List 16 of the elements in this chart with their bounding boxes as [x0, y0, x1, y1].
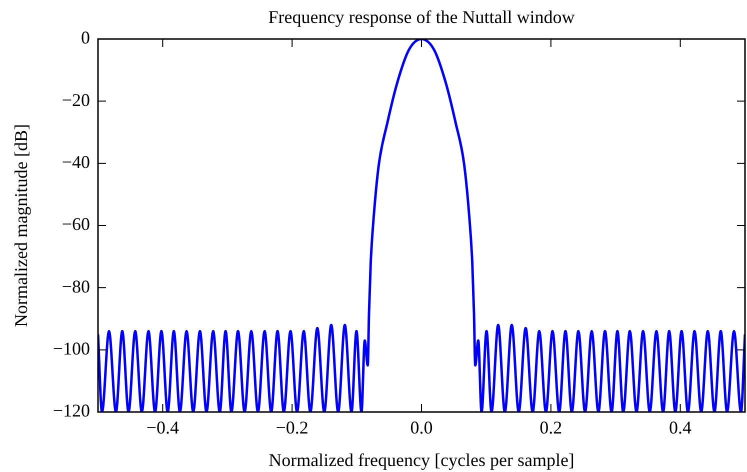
x-tick-label: −0.2 — [276, 418, 308, 438]
line-series — [98, 39, 745, 412]
x-axis-title: Normalized frequency [cycles per sample] — [268, 450, 574, 470]
x-tick-label: 0.2 — [540, 418, 562, 438]
y-tick-label: −80 — [62, 276, 90, 296]
chart-title: Frequency response of the Nuttall window — [268, 7, 575, 27]
y-axis-title: Normalized magnitude [dB] — [11, 124, 31, 327]
y-tick-label: 0 — [81, 28, 90, 48]
x-tick-label: 0.4 — [669, 418, 692, 438]
y-tick-label: −100 — [52, 338, 90, 359]
y-tick-label: −120 — [52, 400, 90, 421]
x-tick-label: −0.4 — [146, 418, 180, 438]
y-tick-label: −40 — [62, 152, 90, 172]
x-tick-label: 0.0 — [410, 418, 433, 438]
y-tick-label: −60 — [62, 214, 90, 234]
y-tick-label: −20 — [62, 90, 90, 110]
